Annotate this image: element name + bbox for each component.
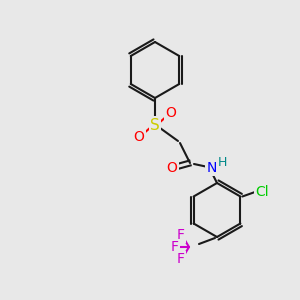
Text: H: H	[217, 155, 227, 169]
Text: F: F	[177, 228, 185, 242]
Text: N: N	[207, 161, 217, 175]
Text: Cl: Cl	[256, 184, 269, 199]
Text: S: S	[150, 118, 160, 133]
Text: O: O	[134, 130, 144, 144]
Text: F: F	[171, 240, 179, 254]
Text: F: F	[177, 252, 185, 266]
Text: O: O	[166, 106, 176, 120]
Text: O: O	[167, 161, 177, 175]
